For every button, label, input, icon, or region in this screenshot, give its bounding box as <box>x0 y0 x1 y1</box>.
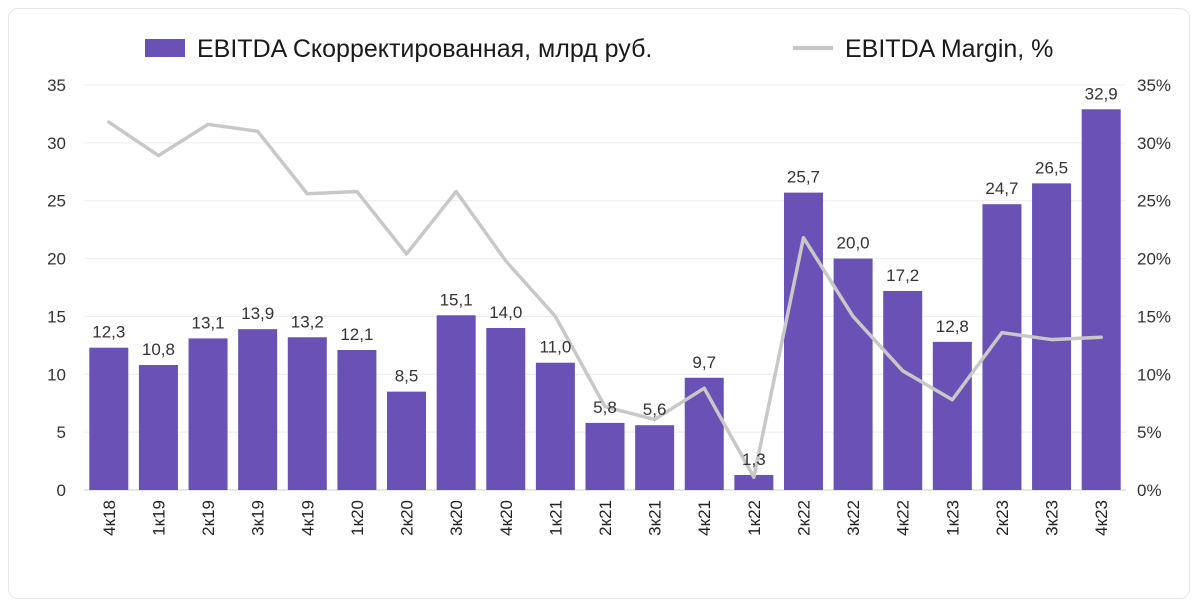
x-tick-label: 1к23 <box>943 500 962 536</box>
data-labels: 12,3 10,8 13,1 13,9 13,2 12,1 8,5 15,1 14,0 11,0 5… <box>92 84 1117 469</box>
legend-swatch-bar <box>145 39 185 57</box>
bar-data-label: 11,0 <box>539 338 571 357</box>
x-tick-label: 3к22 <box>844 500 863 536</box>
bar <box>287 337 327 490</box>
bar <box>188 338 228 490</box>
y-left-tick-label: 15 <box>47 307 66 326</box>
y-right-tick-label: 35% <box>1137 76 1171 95</box>
x-tick-label: 2к22 <box>794 500 813 536</box>
bar <box>89 347 129 490</box>
bar <box>387 391 427 490</box>
x-tick-label: 4к19 <box>298 500 317 536</box>
bar-data-label: 12,3 <box>92 323 125 342</box>
x-tick-label: 4к23 <box>1092 500 1111 536</box>
bar <box>982 204 1022 490</box>
margin-line <box>107 120 1103 480</box>
bar <box>238 329 278 490</box>
y-left-tick-label: 0 <box>57 481 66 500</box>
y-right-tick-label: 20% <box>1137 250 1171 269</box>
bar-data-label: 25,7 <box>787 168 820 187</box>
x-tick-label: 3к21 <box>646 500 665 536</box>
bar-data-label: 13,2 <box>291 312 324 331</box>
y-left-tick-label: 25 <box>47 192 66 211</box>
x-tick-label: 2к20 <box>398 500 417 536</box>
legend-label-line: EBITDA Margin, % <box>845 35 1053 63</box>
bar-data-label: 5,6 <box>643 400 667 419</box>
x-tick-label: 2к23 <box>993 500 1012 536</box>
bar-data-label: 24,7 <box>985 179 1018 198</box>
bar <box>486 328 526 490</box>
x-tick-label: 3к23 <box>1043 500 1062 536</box>
bar-data-label: 8,5 <box>395 367 419 386</box>
y-axis-left: 0 5 10 15 20 25 30 35 <box>47 76 66 500</box>
bar-data-label: 32,9 <box>1085 84 1118 103</box>
x-tick-label: 4к18 <box>100 500 119 536</box>
y-axis-right: 0% 5% 10% 15% 20% 25% 30% 35% <box>1137 76 1171 500</box>
x-tick-label: 2к19 <box>199 500 218 536</box>
bar <box>734 474 774 490</box>
line-series <box>107 120 1103 480</box>
legend: EBITDA Скорректированная, млрд руб. EBIT… <box>145 35 1053 63</box>
bar <box>635 425 675 490</box>
bar-data-label: 10,8 <box>142 340 175 359</box>
bar-data-label: 13,1 <box>192 313 225 332</box>
bar-data-label: 26,5 <box>1035 158 1068 177</box>
bar-data-label: 20,0 <box>837 234 870 253</box>
x-tick-label: 1к20 <box>348 500 367 536</box>
bar <box>138 365 178 490</box>
y-left-tick-label: 35 <box>47 76 66 95</box>
bar <box>684 377 724 490</box>
bar <box>932 341 972 490</box>
x-tick-label: 4к22 <box>894 500 913 536</box>
bar <box>337 349 377 490</box>
y-right-tick-label: 0% <box>1137 481 1162 500</box>
bar-data-label: 12,1 <box>340 325 373 344</box>
x-tick-label: 3к19 <box>249 500 268 536</box>
x-tick-label: 3к20 <box>447 500 466 536</box>
bar-data-label: 13,9 <box>241 304 274 323</box>
x-tick-label: 2к21 <box>596 500 615 536</box>
bar <box>883 290 923 490</box>
x-tick-label: 1к21 <box>546 500 565 536</box>
y-right-tick-label: 10% <box>1137 365 1171 384</box>
x-tick-label: 1к19 <box>149 500 168 536</box>
y-right-tick-label: 25% <box>1137 192 1171 211</box>
y-left-tick-label: 10 <box>47 365 66 384</box>
y-right-tick-label: 15% <box>1137 307 1171 326</box>
bar-data-label: 1,3 <box>742 450 766 469</box>
y-right-tick-label: 5% <box>1137 423 1162 442</box>
bar-data-label: 15,1 <box>440 290 473 309</box>
bar-data-label: 14,0 <box>489 303 522 322</box>
bar-data-label: 12,8 <box>936 317 969 336</box>
y-left-tick-label: 20 <box>47 250 66 269</box>
x-tick-label: 4к21 <box>695 500 714 536</box>
y-left-tick-label: 5 <box>57 423 66 442</box>
bar <box>436 315 476 490</box>
legend-label-bar: EBITDA Скорректированная, млрд руб. <box>197 35 652 63</box>
bar-data-label: 9,7 <box>692 353 716 372</box>
bar-data-label: 5,8 <box>593 398 617 417</box>
bar <box>1081 109 1121 491</box>
bar-data-label: 17,2 <box>886 266 919 285</box>
bar-series <box>89 109 1121 491</box>
x-tick-label: 1к22 <box>745 500 764 536</box>
y-right-tick-label: 30% <box>1137 134 1171 153</box>
bar <box>585 422 625 490</box>
y-left-tick-label: 30 <box>47 134 66 153</box>
bar <box>535 362 575 490</box>
x-tick-label: 4к20 <box>497 500 516 536</box>
x-axis: 4к18 1к19 2к19 3к19 4к19 1к20 2к20 3к20 4к20 1к21… <box>100 500 1111 536</box>
